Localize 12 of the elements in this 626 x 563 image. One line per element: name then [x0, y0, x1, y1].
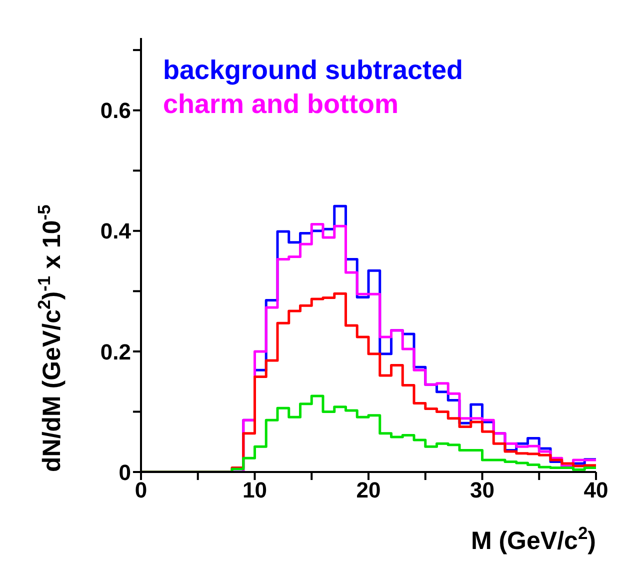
x-tick-label: 30: [470, 478, 494, 503]
x-tick-label: 20: [356, 478, 381, 503]
text: background subtracted: [163, 54, 464, 87]
y-tick-label: 0.2: [100, 339, 131, 364]
x-tick-label: 10: [242, 478, 267, 503]
x-tick-label: 0: [134, 478, 148, 503]
y-tick-label: 0: [118, 460, 131, 485]
y-tick-label: 0.6: [100, 98, 131, 124]
y-tick-label: 0.4: [100, 218, 132, 244]
text: charm and bottom: [163, 88, 400, 121]
x-tick-label: 40: [584, 478, 608, 503]
x-axis-title: M (GeV/c$^{2}$): [470, 523, 596, 555]
